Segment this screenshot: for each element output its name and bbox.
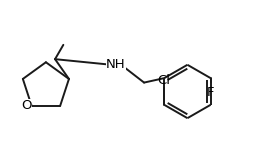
Text: O: O [21, 99, 31, 112]
Text: F: F [206, 86, 214, 99]
Text: NH: NH [106, 58, 125, 71]
Text: Cl: Cl [157, 74, 170, 87]
